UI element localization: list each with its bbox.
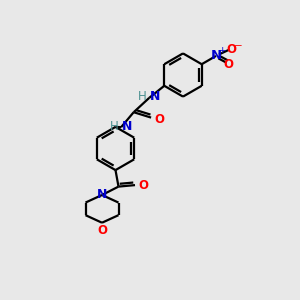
Text: O: O: [138, 178, 148, 192]
Text: O: O: [226, 43, 236, 56]
Text: H: H: [138, 90, 147, 103]
Text: O: O: [224, 58, 234, 71]
Text: N: N: [150, 90, 160, 103]
Text: N: N: [122, 119, 132, 133]
Text: O: O: [154, 113, 164, 126]
Text: N: N: [97, 188, 107, 202]
Text: −: −: [234, 41, 243, 51]
Text: +: +: [218, 46, 225, 55]
Text: O: O: [97, 224, 107, 237]
Text: N: N: [210, 50, 222, 62]
Text: H: H: [110, 119, 119, 133]
